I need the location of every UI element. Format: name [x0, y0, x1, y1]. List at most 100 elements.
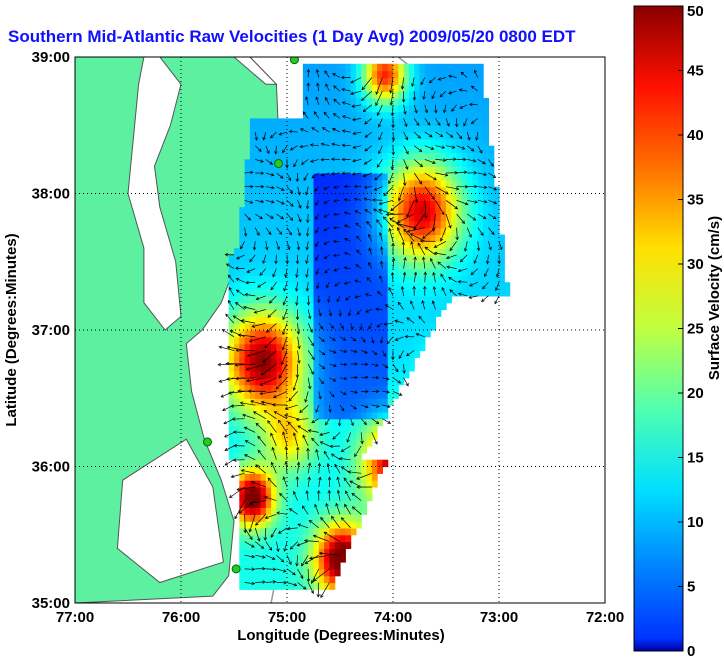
velocity-cell	[329, 132, 336, 140]
velocity-cell	[424, 302, 431, 311]
velocity-cell	[398, 309, 405, 317]
velocity-cell	[382, 398, 389, 406]
velocity-cell	[260, 377, 267, 386]
velocity-cell	[456, 289, 463, 297]
velocity-vector	[318, 309, 322, 317]
velocity-cell	[244, 289, 251, 297]
velocity-cell	[244, 309, 251, 317]
velocity-cell	[276, 446, 283, 454]
velocity-cell	[414, 350, 421, 358]
velocity-cell	[287, 575, 293, 584]
velocity-vector	[449, 241, 457, 251]
velocity-cell	[424, 261, 431, 270]
velocity-cell	[361, 398, 368, 406]
velocity-vector	[334, 464, 341, 474]
velocity-cell	[255, 500, 262, 508]
velocity-vector	[224, 459, 235, 466]
velocity-vector	[254, 145, 262, 152]
velocity-cell	[345, 371, 352, 379]
velocity-cell	[456, 77, 463, 85]
velocity-cell	[276, 411, 283, 420]
velocity-vector	[474, 70, 479, 78]
velocity-cell	[281, 200, 288, 208]
velocity-cell	[292, 418, 299, 427]
velocity-cell	[477, 220, 484, 229]
velocity-cell	[318, 411, 325, 420]
vector-arrowhead	[398, 197, 402, 202]
velocity-vector	[375, 90, 383, 106]
velocity-vector	[413, 104, 418, 114]
velocity-vector	[300, 128, 309, 133]
vector-arrowhead	[292, 432, 297, 436]
velocity-cell	[329, 364, 336, 372]
velocity-cell	[318, 384, 325, 392]
velocity-cell	[366, 439, 373, 447]
velocity-cell	[324, 425, 330, 433]
velocity-cell	[355, 159, 362, 167]
velocity-vector	[255, 423, 267, 433]
velocity-cell	[424, 248, 431, 256]
velocity-vector	[265, 199, 275, 203]
velocity-cell	[308, 193, 315, 201]
velocity-cell	[239, 541, 246, 549]
velocity-cell	[324, 330, 330, 338]
vector-arrowhead	[224, 252, 229, 257]
vector-arrowhead	[474, 184, 478, 189]
velocity-cell	[318, 562, 325, 570]
velocity-cell	[361, 316, 368, 324]
vector-arrowhead	[330, 393, 335, 398]
velocity-vector	[433, 286, 436, 296]
velocity-cell	[493, 214, 500, 222]
vector-arrowhead	[273, 411, 278, 415]
velocity-cell	[483, 261, 489, 270]
velocity-cell	[477, 63, 484, 72]
velocity-cell	[324, 398, 330, 406]
vector-arrowhead	[396, 219, 401, 223]
velocity-cell	[308, 295, 315, 304]
velocity-cell	[382, 227, 389, 235]
radar-station-marker	[231, 564, 241, 574]
velocity-cell	[276, 186, 283, 195]
velocity-cell	[408, 214, 415, 222]
velocity-vector	[431, 90, 436, 99]
vector-arrowhead	[280, 558, 285, 563]
vector-arrowhead	[250, 184, 254, 189]
velocity-cell	[488, 207, 495, 215]
velocity-cell	[313, 125, 320, 133]
vector-arrowhead	[300, 575, 304, 579]
velocity-vector	[337, 490, 341, 501]
velocity-cell	[297, 336, 304, 345]
vector-arrowhead	[454, 205, 459, 210]
velocity-cell	[477, 254, 484, 263]
velocity-vector	[350, 391, 358, 393]
velocity-cell	[361, 330, 368, 338]
velocity-cell	[276, 534, 283, 543]
velocity-cell	[287, 261, 293, 270]
velocity-cell	[329, 446, 336, 454]
vector-arrowhead	[380, 246, 384, 250]
velocity-cell	[324, 555, 330, 563]
velocity-cell	[265, 152, 272, 160]
velocity-cell	[456, 145, 463, 154]
velocity-cell	[228, 425, 235, 433]
velocity-cell	[255, 357, 262, 365]
vector-arrowhead	[371, 340, 375, 344]
velocity-cell	[308, 220, 315, 229]
velocity-cell	[255, 179, 262, 188]
velocity-cell	[451, 289, 458, 297]
vector-arrowhead	[364, 147, 369, 152]
vector-arrowhead	[345, 297, 349, 301]
velocity-cell	[371, 77, 378, 85]
velocity-vector	[282, 309, 288, 320]
velocity-cell	[355, 104, 362, 113]
velocity-cell	[292, 575, 299, 584]
velocity-cell	[292, 350, 299, 358]
vector-arrowhead	[259, 215, 263, 220]
velocity-cell	[255, 582, 262, 590]
velocity-cell	[387, 377, 394, 386]
vector-arrowhead	[354, 279, 358, 283]
vector-arrowhead	[320, 173, 325, 177]
velocity-cell	[239, 343, 246, 352]
velocity-cell	[361, 159, 368, 167]
velocity-cell	[366, 193, 373, 201]
